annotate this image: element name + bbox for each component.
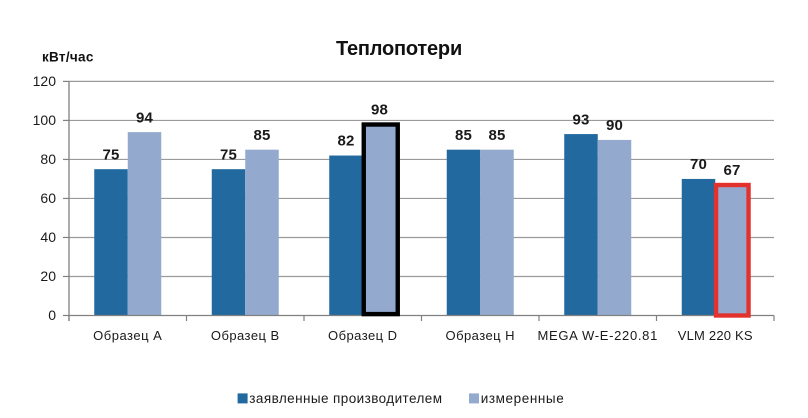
- svg-text:80: 80: [40, 151, 56, 167]
- svg-text:98: 98: [371, 102, 388, 119]
- svg-text:заявленные производителем: заявленные производителем: [249, 391, 442, 406]
- svg-text:75: 75: [220, 146, 237, 163]
- svg-text:93: 93: [572, 111, 589, 128]
- svg-text:85: 85: [253, 127, 270, 144]
- svg-text:Образец B: Образец B: [211, 328, 280, 343]
- svg-text:40: 40: [40, 229, 56, 245]
- svg-text:кВт/час: кВт/час: [42, 50, 94, 65]
- svg-text:90: 90: [606, 117, 623, 134]
- svg-text:60: 60: [40, 190, 56, 206]
- svg-text:Образец D: Образец D: [328, 328, 397, 343]
- svg-text:67: 67: [723, 162, 740, 179]
- svg-text:85: 85: [455, 127, 472, 144]
- svg-text:82: 82: [337, 133, 354, 150]
- svg-text:85: 85: [488, 127, 505, 144]
- svg-text:94: 94: [136, 109, 154, 126]
- svg-text:100: 100: [33, 112, 57, 128]
- svg-text:VLM 220 KS: VLM 220 KS: [678, 328, 753, 343]
- svg-text:75: 75: [102, 146, 119, 163]
- svg-text:Образец A: Образец A: [93, 328, 162, 343]
- svg-text:20: 20: [40, 268, 56, 284]
- svg-text:измеренные: измеренные: [481, 391, 565, 406]
- svg-text:70: 70: [690, 156, 707, 173]
- svg-text:Образец H: Образец H: [446, 328, 515, 343]
- svg-text:MEGA W-E-220.81: MEGA W-E-220.81: [537, 328, 658, 343]
- svg-text:120: 120: [33, 73, 57, 89]
- svg-text:0: 0: [48, 307, 56, 323]
- svg-text:Теплопотери: Теплопотери: [336, 38, 462, 60]
